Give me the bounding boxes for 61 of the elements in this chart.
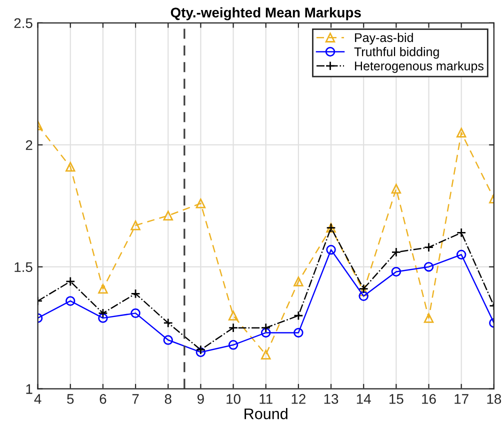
point (424, 262, 434, 272)
point (66, 296, 76, 306)
point (66, 276, 76, 286)
x-tick-label: 10 (226, 394, 240, 404)
y-tick-label: 1.5 (14, 262, 32, 272)
point (424, 313, 434, 323)
point (228, 322, 238, 333)
y-tick-label: 2 (26, 140, 32, 150)
point (130, 288, 140, 299)
point (391, 247, 402, 258)
point (456, 250, 466, 260)
point (261, 322, 271, 333)
point (261, 350, 271, 360)
point (456, 128, 466, 138)
x-tick-label: 6 (100, 394, 106, 404)
chart-title: Qty.-weighted Mean Markups (170, 7, 361, 20)
point (391, 266, 402, 277)
legend-label: Truthful bidding (354, 47, 439, 59)
point (196, 347, 206, 358)
point (326, 244, 336, 255)
point (294, 276, 304, 286)
legend-label: Pay-as-bid (355, 32, 413, 45)
x-tick-label: 5 (67, 394, 74, 404)
point (391, 184, 402, 194)
x-tick-label: 14 (356, 394, 371, 404)
point (163, 335, 173, 345)
legend-label: Heterogenous markups (355, 61, 484, 73)
point (163, 318, 173, 328)
point (130, 308, 140, 318)
point (424, 242, 434, 252)
point (294, 328, 304, 338)
point (130, 220, 140, 230)
point (98, 284, 108, 294)
point (456, 228, 466, 238)
x-tick-label: 12 (292, 394, 306, 404)
x-axis-title: Round (244, 408, 288, 420)
point (66, 162, 76, 172)
point (98, 308, 108, 318)
point (294, 310, 304, 320)
x-tick-label: 11 (260, 394, 272, 404)
point (196, 198, 206, 208)
point (228, 340, 238, 350)
x-tick-label: 18 (487, 394, 502, 404)
point (98, 313, 108, 323)
x-tick-label: 8 (164, 394, 172, 404)
x-tick-label: 7 (132, 394, 139, 404)
point (358, 284, 368, 294)
x-tick-label: 13 (324, 394, 338, 404)
x-tick-label: 16 (422, 394, 436, 404)
point (228, 310, 238, 320)
point (196, 344, 206, 355)
y-tick-label: 1 (26, 384, 32, 394)
point (163, 210, 173, 220)
x-tick-label: 4 (34, 394, 42, 404)
point (261, 328, 271, 338)
x-tick-label: 15 (390, 394, 404, 404)
point (358, 291, 368, 301)
y-tick-label: 2.5 (14, 18, 32, 28)
x-tick-label: 9 (197, 394, 204, 404)
point (358, 286, 368, 296)
x-tick-label: 17 (454, 394, 468, 404)
